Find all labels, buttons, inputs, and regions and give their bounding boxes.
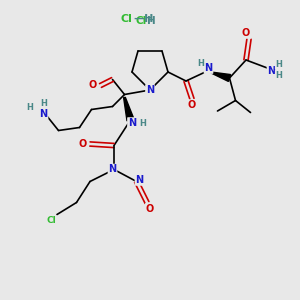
- Text: N: N: [267, 65, 276, 76]
- Text: N: N: [135, 175, 144, 185]
- Text: O: O: [188, 100, 196, 110]
- Text: H: H: [276, 70, 282, 80]
- Text: O: O: [242, 28, 250, 38]
- Text: O: O: [78, 139, 87, 149]
- Polygon shape: [124, 98, 134, 121]
- Text: Cl: Cl: [120, 14, 132, 25]
- Text: H: H: [147, 16, 156, 26]
- Text: H: H: [139, 118, 146, 127]
- Text: H: H: [276, 60, 282, 69]
- Text: O: O: [89, 80, 97, 91]
- Polygon shape: [209, 72, 231, 81]
- Text: H: H: [198, 59, 204, 68]
- Text: H: H: [27, 103, 33, 112]
- Text: N: N: [108, 164, 117, 175]
- Text: N: N: [39, 109, 48, 119]
- Text: Cl: Cl: [46, 216, 56, 225]
- Text: H: H: [40, 99, 47, 108]
- Text: N: N: [146, 85, 154, 95]
- Text: O: O: [146, 203, 154, 214]
- Text: —H: —H: [134, 14, 154, 25]
- Text: Cl: Cl: [136, 16, 147, 26]
- Text: N: N: [204, 63, 213, 73]
- Text: N: N: [128, 118, 136, 128]
